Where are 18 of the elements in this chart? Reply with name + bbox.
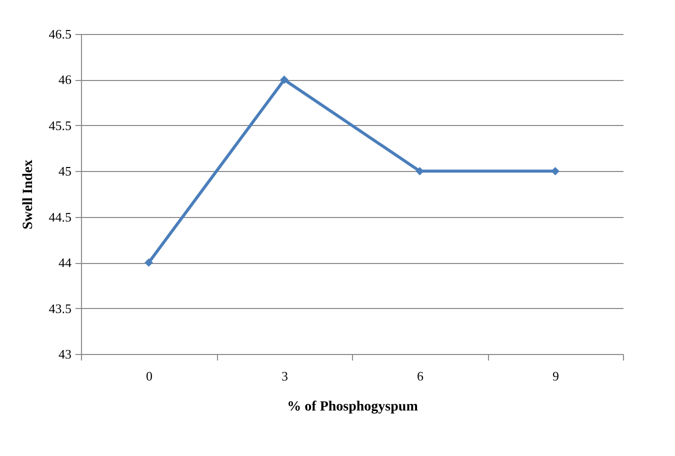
y-tick-label: 43.5 xyxy=(48,300,72,316)
y-tick-label: 44.5 xyxy=(48,209,72,224)
x-axis-title: % of Phosphogyspum xyxy=(287,400,418,414)
y-tick-label: 44 xyxy=(58,255,72,270)
point xyxy=(144,258,153,267)
y-tick-label: 43 xyxy=(58,346,72,362)
x-tick-label: 6 xyxy=(417,368,424,384)
y-tick-label: 45 xyxy=(58,164,72,179)
point xyxy=(280,76,288,84)
y-tick-label: 46 xyxy=(58,72,72,88)
y-tick-label: 46.5 xyxy=(48,26,72,42)
point xyxy=(551,166,560,176)
y-axis-title: Swell Index xyxy=(20,160,36,230)
point xyxy=(416,166,424,176)
x-tick-label: 0 xyxy=(146,368,152,384)
x-tick-label: 3 xyxy=(282,368,288,384)
x-tick-label: 9 xyxy=(552,368,559,384)
y-tick-label: 45.5 xyxy=(48,118,72,133)
